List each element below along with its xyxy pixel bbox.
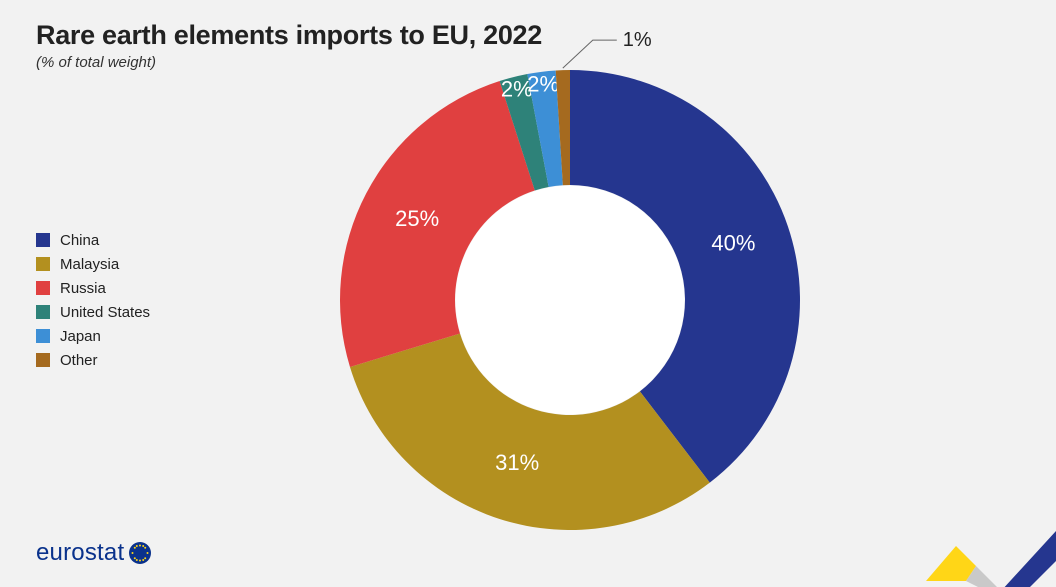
legend-label: Malaysia (60, 256, 119, 273)
legend-swatch (36, 329, 50, 343)
legend-swatch (36, 281, 50, 295)
legend-item: Japan (36, 324, 150, 348)
legend-swatch (36, 233, 50, 247)
eurostat-wordmark: eurostat (36, 539, 124, 567)
legend-label: Other (60, 352, 98, 369)
donut-hole (456, 186, 685, 415)
legend: China Malaysia Russia United States Japan Oth… (36, 228, 150, 372)
legend-item: United States (36, 300, 150, 324)
corner-chevron-icon (916, 521, 1056, 587)
slice-label: 25% (395, 206, 439, 231)
legend-label: Russia (60, 280, 106, 297)
donut-chart: 40%31%25%2%2%1% (290, 10, 850, 570)
chart-subtitle: (% of total weight) (36, 54, 156, 71)
legend-item: Russia (36, 276, 150, 300)
eurostat-logo: eurostat (36, 539, 152, 567)
legend-item: China (36, 228, 150, 252)
legend-label: China (60, 232, 99, 249)
slice-label: 40% (711, 230, 755, 255)
slice-label: 2% (527, 71, 559, 96)
slice-label: 31% (495, 450, 539, 475)
legend-swatch (36, 257, 50, 271)
legend-swatch (36, 305, 50, 319)
slice-label: 1% (623, 29, 652, 51)
legend-item: Malaysia (36, 252, 150, 276)
chart-container: Rare earth elements imports to EU, 2022 … (0, 0, 1056, 587)
leader-line (563, 40, 617, 68)
legend-label: Japan (60, 328, 101, 345)
legend-item: Other (36, 348, 150, 372)
legend-swatch (36, 353, 50, 367)
legend-label: United States (60, 304, 150, 321)
eu-flag-icon (128, 541, 152, 565)
